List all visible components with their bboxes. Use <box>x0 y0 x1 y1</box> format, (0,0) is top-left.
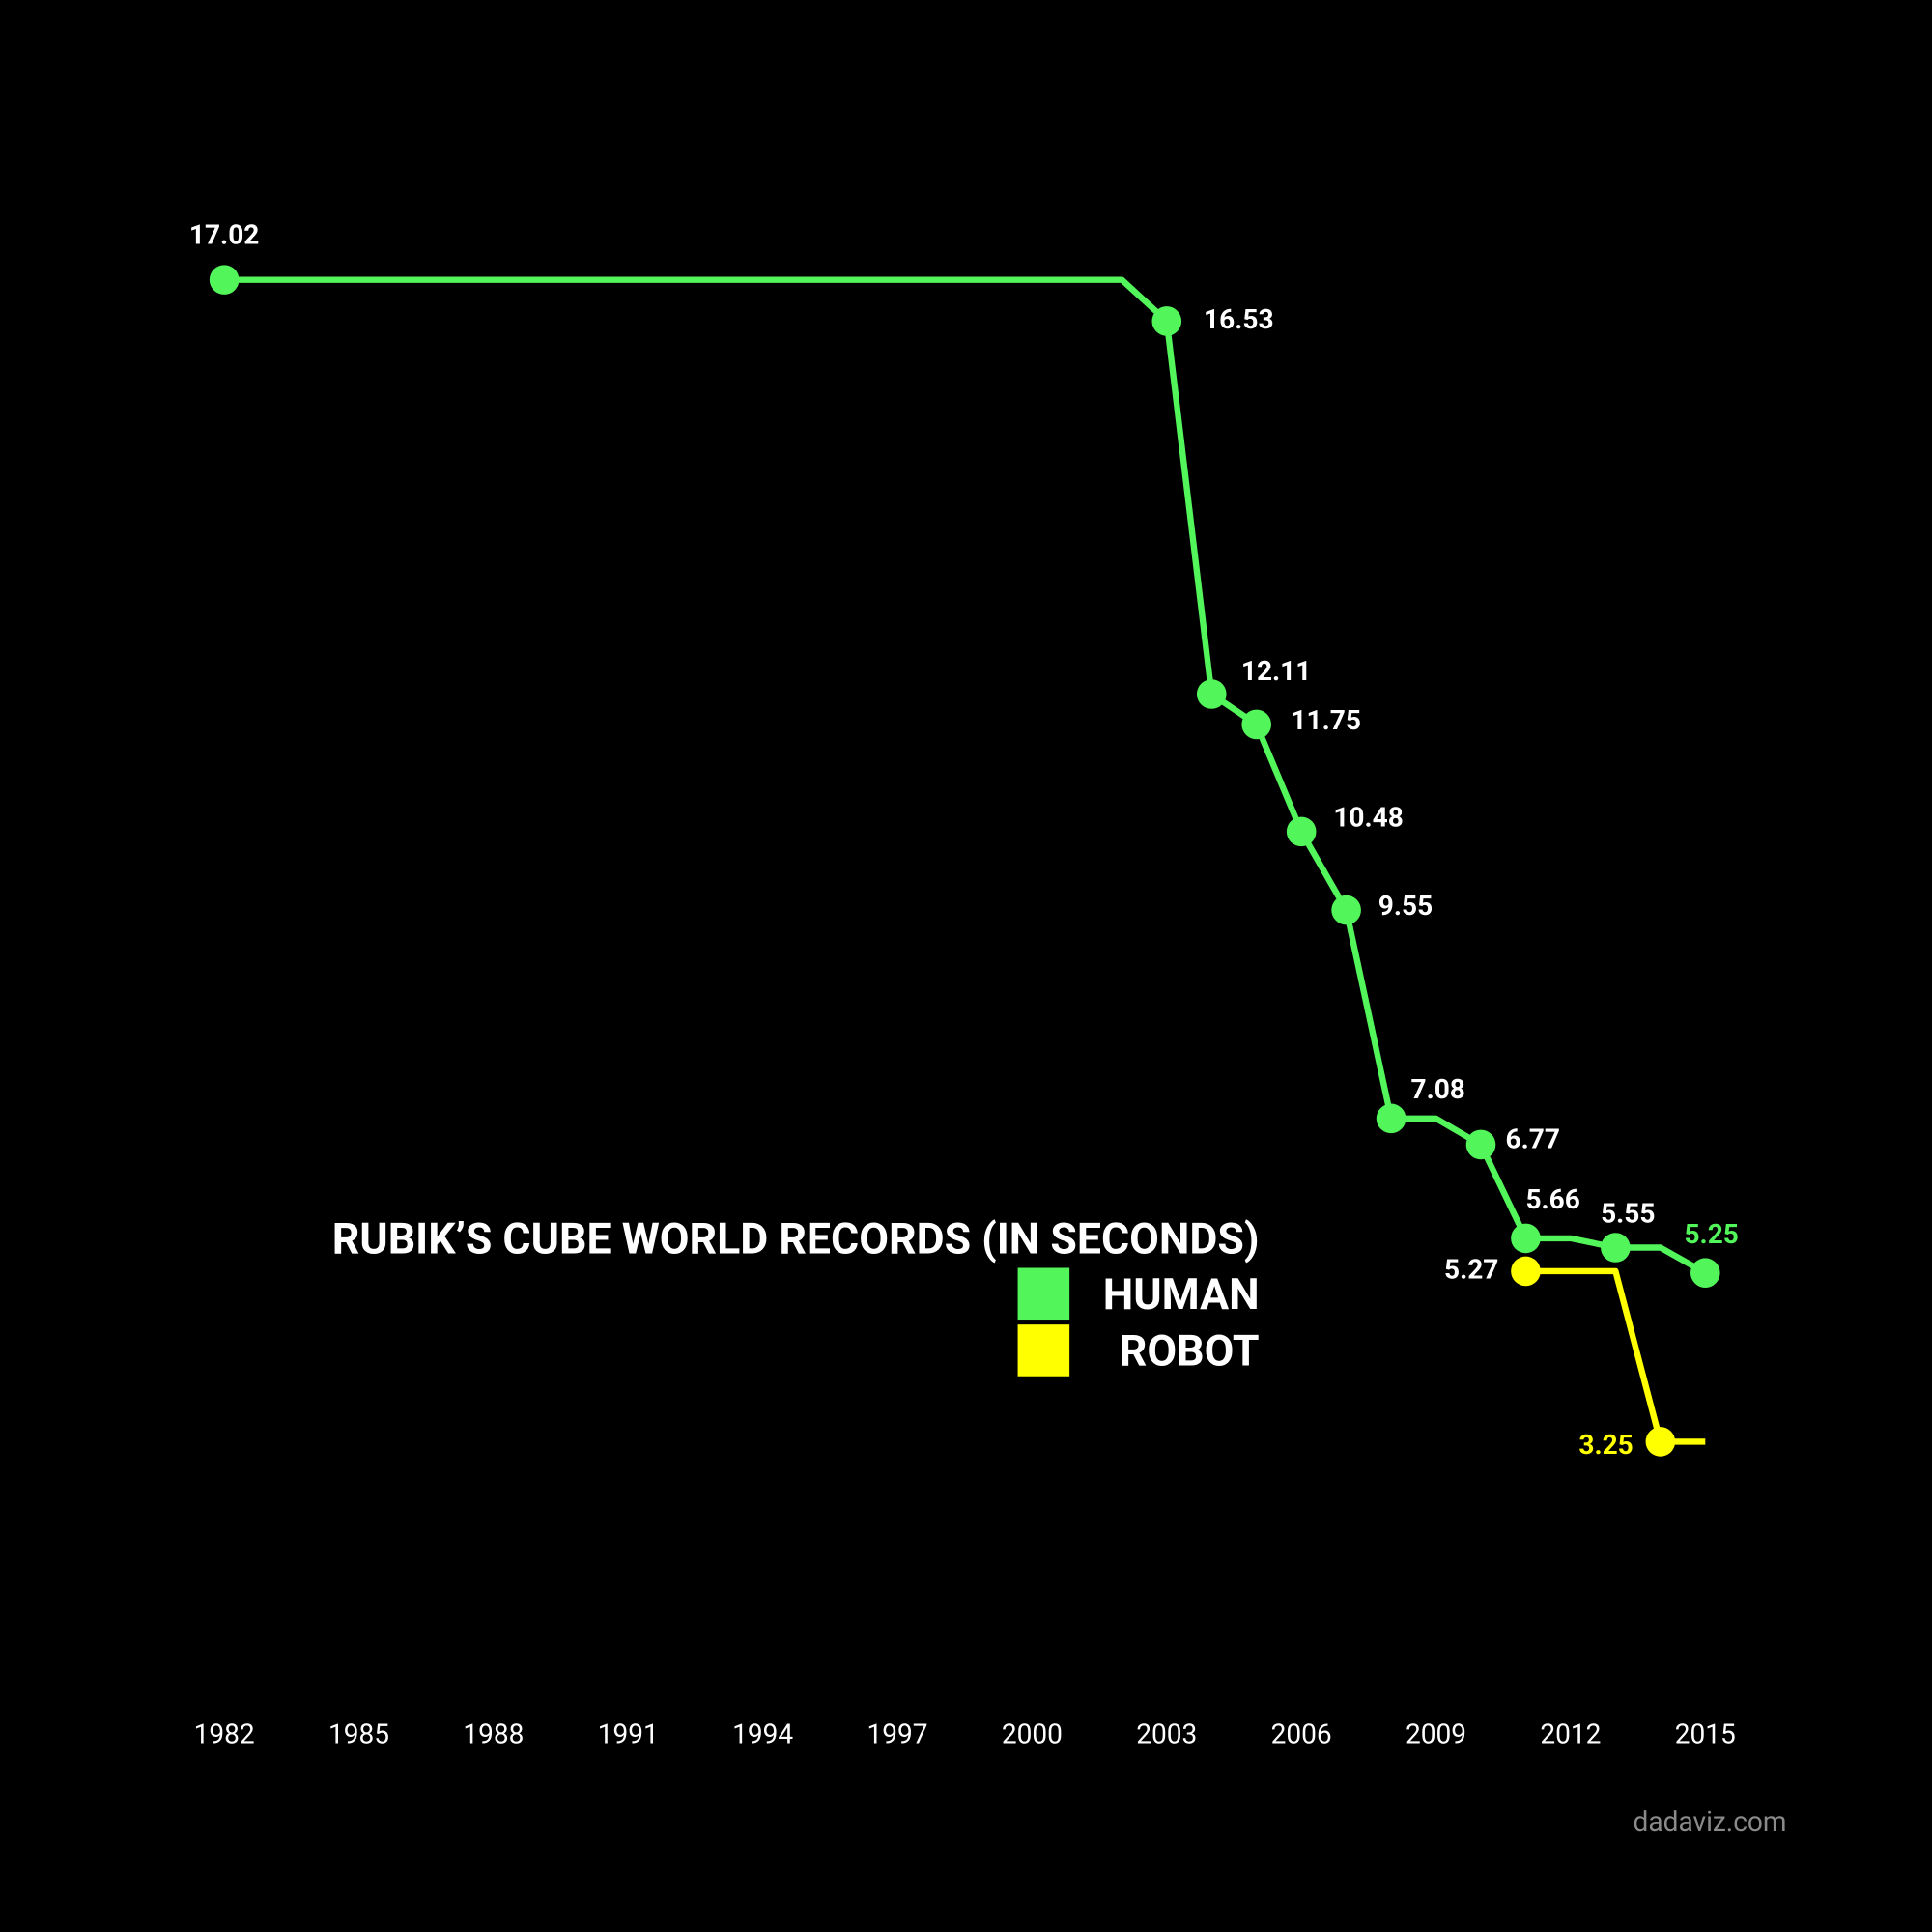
x-tick-label: 1982 <box>194 1719 255 1750</box>
data-label: 10.48 <box>1333 802 1404 834</box>
data-label: 5.25 <box>1684 1218 1738 1250</box>
data-label: 6.77 <box>1506 1123 1560 1155</box>
point <box>1511 1256 1541 1287</box>
point <box>1511 1223 1541 1254</box>
point <box>1601 1233 1631 1263</box>
data-label: 12.11 <box>1241 655 1312 687</box>
x-tick-label: 2009 <box>1406 1719 1466 1750</box>
point <box>1331 895 1361 925</box>
data-label: 5.66 <box>1525 1183 1579 1215</box>
x-tick-label: 1997 <box>867 1719 928 1750</box>
point <box>1151 306 1182 336</box>
data-label: 5.27 <box>1444 1253 1498 1285</box>
x-tick-label: 2006 <box>1271 1719 1332 1750</box>
legend-label: HUMAN <box>1103 1269 1260 1320</box>
data-label: 3.25 <box>1578 1429 1633 1461</box>
x-tick-label: 1991 <box>598 1719 659 1750</box>
chart-title: RUBIK’S CUBE WORLD RECORDS (IN SECONDS) <box>332 1214 1260 1264</box>
x-tick-label: 1994 <box>732 1719 793 1750</box>
point <box>1196 679 1227 709</box>
x-tick-label: 2003 <box>1136 1719 1197 1750</box>
x-tick-label: 2012 <box>1540 1719 1601 1750</box>
data-label: 17.02 <box>189 218 260 250</box>
source: dadaviz.com <box>1634 1805 1787 1837</box>
point <box>209 265 240 295</box>
x-tick-label: 2000 <box>1002 1719 1063 1750</box>
x-tick-label: 1988 <box>463 1719 524 1750</box>
point <box>1376 1103 1406 1134</box>
data-label: 7.08 <box>1410 1073 1464 1105</box>
x-tick-label: 2015 <box>1675 1719 1736 1750</box>
point <box>1465 1129 1496 1160</box>
data-label: 16.53 <box>1204 303 1274 335</box>
legend-swatch <box>1017 1324 1070 1377</box>
point <box>1241 709 1272 740</box>
legend-label: ROBOT <box>1120 1326 1260 1377</box>
data-label: 9.55 <box>1378 890 1433 922</box>
legend-swatch <box>1017 1267 1070 1321</box>
data-label: 11.75 <box>1291 704 1361 736</box>
data-label: 5.55 <box>1601 1198 1655 1230</box>
point <box>1690 1258 1720 1289</box>
x-tick-label: 1985 <box>328 1719 389 1750</box>
point <box>1286 816 1317 847</box>
series-line <box>1525 1267 1706 1445</box>
point <box>1645 1427 1676 1457</box>
